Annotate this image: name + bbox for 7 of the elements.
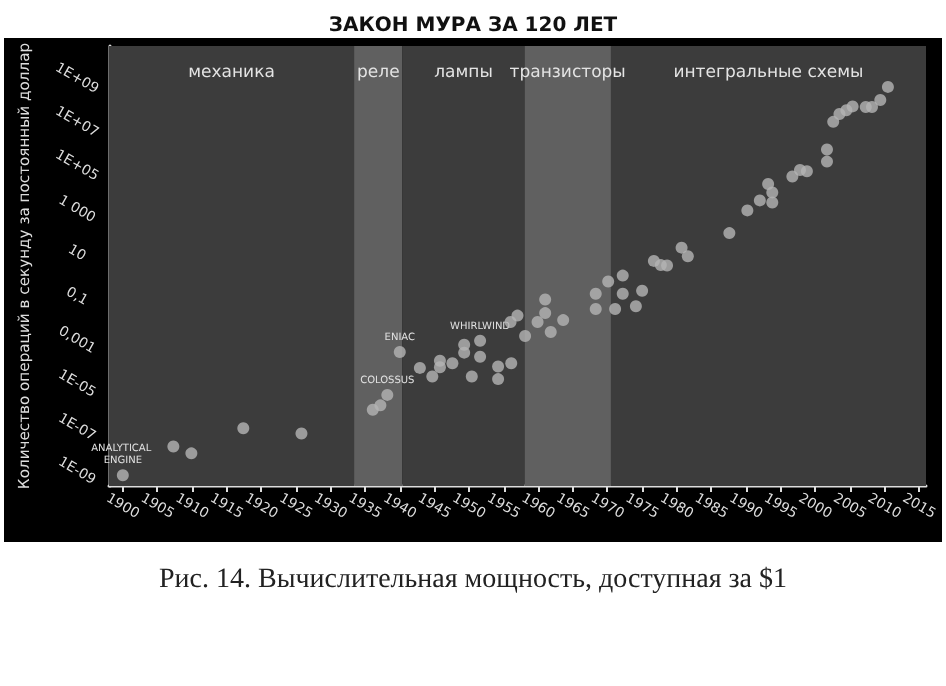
band-label: лампы <box>434 63 493 83</box>
band-label: реле <box>357 63 400 83</box>
band-label: интегральные схемы <box>673 63 864 83</box>
band-label: механика <box>188 63 275 83</box>
band-label: транзисторы <box>509 63 626 83</box>
chart-title: ЗАКОН МУРА ЗА 120 ЛЕТ <box>328 15 618 37</box>
text: Рис. 14. Вычислительная мощность, доступная за $1 <box>158 565 788 595</box>
